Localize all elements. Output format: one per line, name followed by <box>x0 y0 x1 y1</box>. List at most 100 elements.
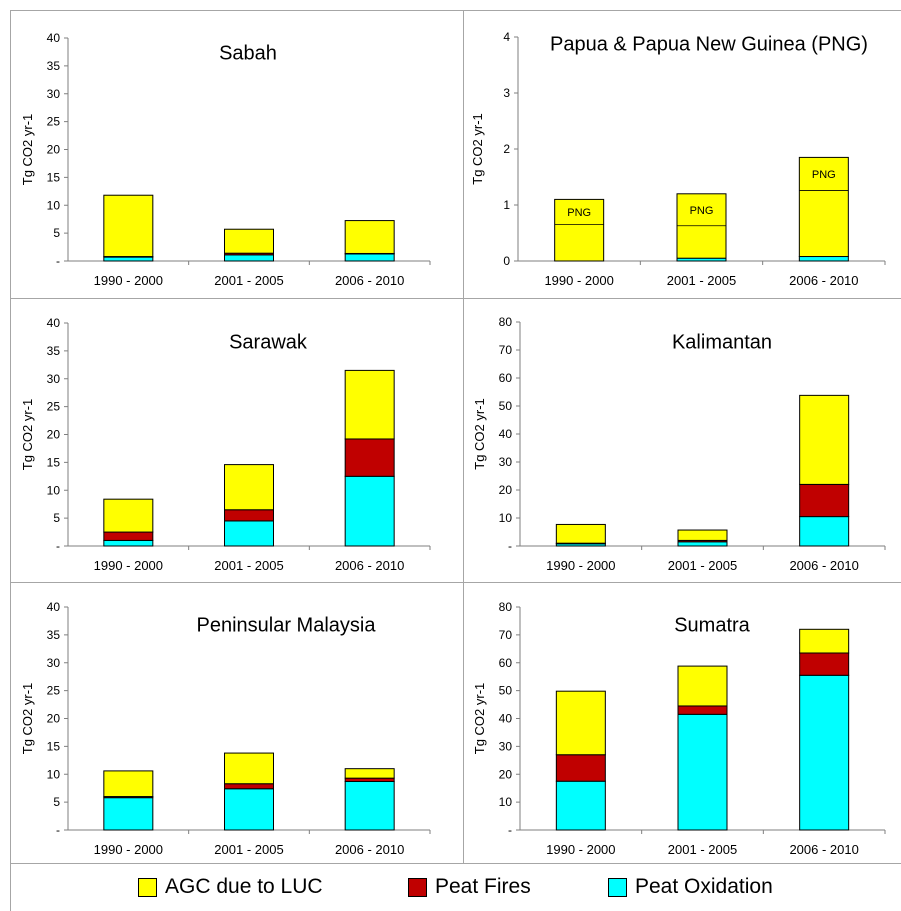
chart-panel-6: Sumatra Tg CO2 yr-1 - 10 20 30 40 50 60 70 80 1990 … <box>472 600 886 857</box>
y-tick-label: 30 <box>499 455 513 469</box>
y-tick-label: 30 <box>47 656 61 670</box>
bar-segment-agc-due-to-luc <box>798 156 849 258</box>
y-tick-label: 30 <box>499 739 513 753</box>
y-tick-label: 0 <box>503 254 510 268</box>
bar-segment-agc-due-to-luc <box>799 628 850 654</box>
bar-segment-peat-fires <box>555 754 606 782</box>
chart-panel-5: Peninsular Malaysia Tg CO2 yr-1 - 5 10 15 20 25… <box>20 600 431 857</box>
bar-segment-peat-oxidation <box>677 541 728 547</box>
bar-segment-peat-oxidation <box>103 256 154 262</box>
bar-segment-peat-oxidation <box>103 539 154 547</box>
y-tick-label: 40 <box>47 600 61 614</box>
y-axis-label: Tg CO2 yr-1 <box>20 114 35 186</box>
bar-segment-agc-due-to-luc <box>344 369 395 440</box>
bar-segment-agc-due-to-luc <box>344 220 395 254</box>
bar-segment-agc-due-to-luc <box>555 523 606 544</box>
y-tick-label: 25 <box>47 400 61 414</box>
chart-panel-3: Sarawak Tg CO2 yr-1 - 5 10 15 20 25 30 35 40 1990 -… <box>20 316 431 573</box>
legend-item-agc: AGC due to LUC <box>138 875 323 899</box>
bar-segment-peat-oxidation <box>799 516 850 547</box>
bar-segment-peat-oxidation <box>799 674 850 831</box>
panel-divider-row1 <box>10 298 901 299</box>
x-tick-label: 1990 - 2000 <box>546 558 615 573</box>
bar-segment-peat-oxidation <box>224 520 274 547</box>
y-axis-label: Tg CO2 yr-1 <box>472 683 487 755</box>
bar-segment-peat-oxidation <box>224 254 274 262</box>
y-tick-label: - <box>56 823 60 837</box>
chart-title: Peninsular Malaysia <box>197 614 377 636</box>
y-tick-label: 40 <box>47 31 61 45</box>
y-tick-label: 35 <box>47 59 61 73</box>
legend-swatch-fires <box>408 877 427 897</box>
bar-segment-agc-due-to-luc <box>677 529 728 541</box>
y-axis-label: Tg CO2 yr-1 <box>470 113 485 185</box>
y-tick-label: - <box>56 254 60 268</box>
bar-segment-agc-due-to-luc <box>555 690 606 756</box>
panel-divider-vertical <box>463 10 464 863</box>
bar-segment-peat-oxidation <box>677 713 728 831</box>
chart-grid <box>10 10 901 911</box>
y-tick-label: 2 <box>503 142 510 156</box>
bar-segment-agc-due-to-luc <box>103 498 154 533</box>
bar-segment-peat-fires <box>224 509 274 522</box>
x-tick-label: 1990 - 2000 <box>94 842 163 857</box>
y-tick-label: 80 <box>499 315 513 329</box>
y-tick-label: 50 <box>499 684 513 698</box>
y-tick-label: 15 <box>47 739 61 753</box>
legend-label-oxidation: Peat Oxidation <box>635 875 773 898</box>
bar-segment-agc-due-to-luc <box>554 198 605 262</box>
y-tick-label: 20 <box>499 767 513 781</box>
chart-title: Papua & Papua New Guinea (PNG) <box>550 33 868 55</box>
y-tick-label: 70 <box>499 628 513 642</box>
chart-title: Sarawak <box>229 331 308 353</box>
bar-segment-peat-oxidation <box>555 780 606 831</box>
x-tick-label: 2001 - 2005 <box>667 273 736 288</box>
bar-segment-peat-oxidation <box>224 788 274 831</box>
bar-segment-peat-fires <box>344 438 395 477</box>
bar-segment-peat-fires <box>677 705 728 715</box>
x-tick-label: 2006 - 2010 <box>335 558 404 573</box>
y-tick-label: 10 <box>47 483 61 497</box>
legend: AGC due to LUC Peat Fires Peat Oxidation <box>10 863 901 911</box>
y-tick-label: 15 <box>47 170 61 184</box>
chart-panel-4: Kalimantan Tg CO2 yr-1 - 10 20 30 40 50 60 70 80 19… <box>472 315 886 573</box>
y-tick-label: 4 <box>503 30 510 44</box>
chart-title: Sumatra <box>674 614 750 636</box>
legend-label-agc: AGC due to LUC <box>165 875 323 898</box>
bar-segment-peat-oxidation <box>344 780 395 831</box>
y-tick-label: 30 <box>47 87 61 101</box>
y-tick-label: 10 <box>499 511 513 525</box>
bar-segment-agc-due-to-luc <box>344 768 395 779</box>
y-tick-label: 40 <box>499 712 513 726</box>
bar-segment-agc-due-to-luc <box>677 665 728 707</box>
y-tick-label: 20 <box>47 143 61 157</box>
y-tick-label: 5 <box>53 226 60 240</box>
y-tick-label: 30 <box>47 372 61 386</box>
bar-segment-peat-oxidation <box>344 253 395 262</box>
bar-segment-agc-due-to-luc <box>103 194 154 258</box>
bar-segment-peat-oxidation <box>798 256 849 262</box>
y-axis-label: Tg CO2 yr-1 <box>20 683 35 755</box>
x-tick-label: 2001 - 2005 <box>668 558 737 573</box>
bar-segment-peat-fires <box>224 783 274 790</box>
legend-swatch-agc <box>138 877 157 897</box>
legend-item-fires: Peat Fires <box>408 875 531 899</box>
bar-segment-peat-fires <box>799 652 850 676</box>
bar-segment-peat-fires <box>103 531 154 541</box>
bar-segment-peat-fires <box>344 777 395 782</box>
x-tick-label: 2006 - 2010 <box>789 842 858 857</box>
y-tick-label: 10 <box>47 198 61 212</box>
y-tick-label: 25 <box>47 684 61 698</box>
y-tick-label: - <box>508 823 512 837</box>
y-tick-label: 20 <box>47 712 61 726</box>
y-tick-label: 3 <box>503 86 510 100</box>
bar-segment-peat-oxidation <box>344 475 395 547</box>
x-tick-label: 1990 - 2000 <box>94 273 163 288</box>
y-tick-label: 5 <box>53 511 60 525</box>
chart-title: Kalimantan <box>672 331 772 353</box>
y-tick-label: 20 <box>499 483 513 497</box>
bar-segment-agc-due-to-luc <box>224 228 274 254</box>
x-tick-label: 1990 - 2000 <box>94 558 163 573</box>
y-tick-label: 40 <box>47 316 61 330</box>
y-tick-label: - <box>508 539 512 553</box>
